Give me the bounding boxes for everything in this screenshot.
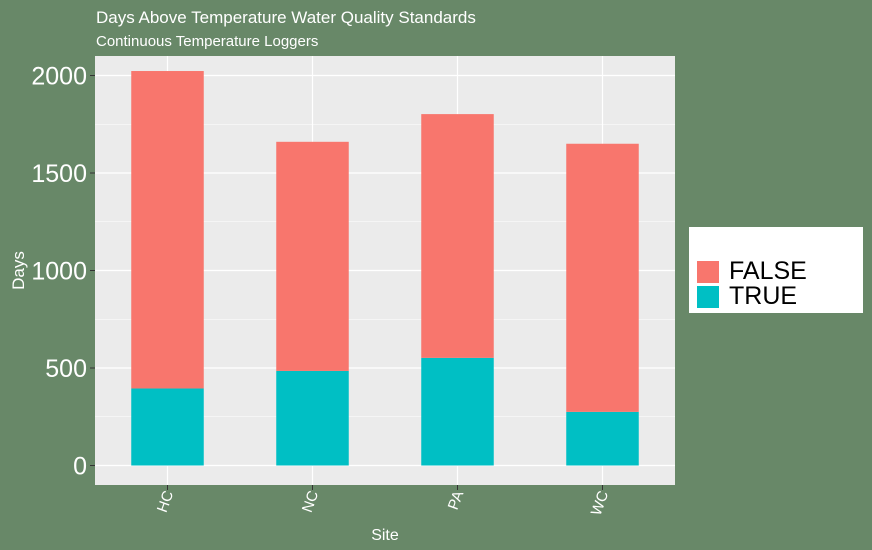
y-tick-label: 0 <box>73 453 87 481</box>
y-tick-label: 1500 <box>31 160 87 188</box>
y-tick-label: 500 <box>45 355 87 383</box>
chart-title: Days Above Temperature Water Quality Sta… <box>96 8 476 27</box>
bar-true-hc <box>131 388 204 466</box>
x-tick-label: HC <box>154 488 177 514</box>
bar-true-pa <box>421 357 494 466</box>
y-tick-label: 2000 <box>31 63 87 91</box>
x-tick-label: NC <box>299 488 322 514</box>
chart-subtitle: Continuous Temperature Loggers <box>96 33 319 50</box>
legend-key-false <box>697 261 719 283</box>
y-axis-title: Days <box>9 251 28 290</box>
x-tick-label: WC <box>588 488 613 517</box>
legend-label-true: TRUE <box>729 282 798 310</box>
bar-false-nc <box>276 141 349 371</box>
bar-false-hc <box>131 71 204 389</box>
legend-label-false: FALSE <box>729 257 807 285</box>
legend-key-true <box>697 286 719 308</box>
bar-true-nc <box>276 370 349 466</box>
bar-false-wc <box>566 143 639 412</box>
y-tick-label: 1000 <box>31 258 87 286</box>
legend: FALSE TRUE <box>689 227 863 313</box>
bar-true-wc <box>566 411 639 466</box>
x-axis-title: Site <box>371 527 399 544</box>
x-tick-label: PA <box>445 489 467 513</box>
bar-false-pa <box>421 114 494 358</box>
